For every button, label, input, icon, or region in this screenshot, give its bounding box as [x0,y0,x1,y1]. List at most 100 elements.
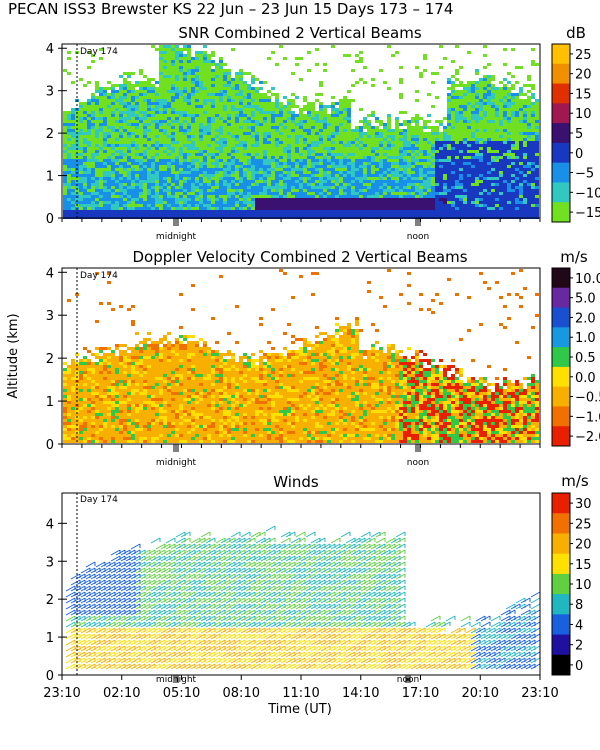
colorbar-swatch [552,287,570,309]
colorbar-label: 5.0 [575,292,596,307]
winds-barb-field [65,525,541,670]
colorbar-label: 2.0 [575,311,596,326]
colorbar-swatch [552,366,570,388]
y-tick-label: 1 [46,631,54,646]
colorbar-label: 10.0 [575,272,600,287]
y-tick-label: 4 [46,266,54,281]
colorbar-label: 0 [575,659,583,674]
colorbar-label: 1.0 [575,331,596,346]
winds-y-axis: 0 1 2 3 4 [46,517,67,684]
y-tick-label: 3 [46,85,54,100]
colorbar-swatch [552,307,570,328]
colorbar-swatch [552,406,570,427]
colorbar-label: 0.0 [575,371,596,386]
colorbar-label: −5 [575,167,594,182]
snr-title: SNR Combined 2 Vertical Beams [178,24,421,42]
x-tick-label: 17:10 [402,686,439,701]
y-tick-label: 0 [46,669,54,684]
time-axis-label: Time (UT) [267,702,332,717]
colorbar-label: 15 [575,87,592,102]
snr-midnight-label: midnight [156,232,197,242]
colorbar-swatch [552,347,570,368]
x-tick-label: 11:10 [282,686,319,701]
colorbar-label: 5 [575,127,583,142]
snr-colorbar-unit: dB [566,24,586,42]
colorbar-swatch [552,103,570,124]
colorbar-swatch [552,634,570,656]
colorbar-swatch [552,63,570,85]
x-tick-label: 08:10 [223,686,260,701]
x-tick-label: 14:10 [342,686,379,701]
colorbar-swatch [552,493,570,514]
colorbar-swatch [552,162,570,183]
winds-x-axis: 23:10 02:10 05:10 08:10 11:10 14:10 17:10 20:10… [43,675,559,701]
x-tick-label: 05:10 [163,686,200,701]
figure-title: PECAN ISS3 Brewster KS 22 Jun – 23 Jun 1… [8,0,453,18]
colorbar-swatch [552,268,570,289]
colorbar-swatch [552,202,570,223]
colorbar-label: −1.0 [575,410,600,425]
altitude-axis-label: Altitude (km) [6,313,21,398]
snr-x-axis [61,218,541,226]
y-tick-label: 4 [46,517,54,532]
colorbar-swatch [552,327,570,348]
doppler-day-label: Day 174 [80,271,118,281]
x-tick-label: 02:10 [103,686,140,701]
snr-panel: SNR Combined 2 Vertical Beams Day 174 0 1… [46,24,600,242]
colorbar-label: 10 [575,107,592,122]
colorbar-label: −15 [575,206,600,221]
winds-noon-label: noon [397,675,419,685]
colorbar-swatch [552,386,570,407]
colorbar-swatch [552,614,570,636]
x-tick-label: 23:10 [521,686,558,701]
colorbar-swatch [552,533,570,555]
colorbar-swatch [552,83,570,104]
colorbar-swatch [552,654,570,676]
snr-heatmap-field [63,45,539,219]
y-tick-label: 2 [46,352,54,367]
snr-colorbar: 25 20 15 10 5 0 −5 −10 −15 [551,43,600,223]
colorbar-label: 4 [575,618,583,633]
colorbar-label: 30 [575,497,592,512]
doppler-colorbar-unit: m/s [560,248,588,266]
y-tick-label: 1 [46,170,54,185]
colorbar-label: 20 [575,68,592,83]
colorbar-swatch [552,553,570,575]
y-tick-label: 4 [46,42,54,57]
winds-panel: Winds Day 174 0 1 2 3 4 23:10 02:10 05:10 08:10… [43,472,591,717]
x-tick-label: 20:10 [462,686,499,701]
doppler-x-axis [61,444,541,452]
y-tick-label: 0 [46,438,54,453]
colorbar-label: −10 [575,186,600,201]
y-tick-label: 2 [46,127,54,142]
doppler-midnight-label: midnight [156,458,197,468]
winds-colorbar-unit: m/s [561,472,589,490]
colorbar-swatch [552,513,570,534]
colorbar-swatch [552,182,570,203]
doppler-y-axis: 0 1 2 3 4 [46,266,67,453]
colorbar-swatch [552,594,570,615]
doppler-title: Doppler Velocity Combined 2 Vertical Bea… [132,248,467,266]
y-tick-label: 0 [46,212,54,227]
y-tick-label: 3 [46,309,54,324]
colorbar-label: 2 [575,639,583,654]
colorbar-label: 0.5 [575,351,596,366]
colorbar-swatch [552,426,570,447]
colorbar-label: 20 [575,538,592,553]
colorbar-label: 25 [575,48,592,63]
y-tick-label: 2 [46,593,54,608]
colorbar-swatch [552,142,570,164]
colorbar-label: 25 [575,517,592,532]
colorbar-label: 0 [575,147,583,162]
doppler-colorbar: 10.0 5.0 2.0 1.0 0.5 0.0 −0.5 −1.0 −2.0 [551,267,600,447]
colorbar-swatch [552,123,570,144]
x-tick-label: 23:10 [43,686,80,701]
colorbar-swatch [552,573,570,595]
colorbar-label: −2.0 [575,430,600,445]
colorbar-label: 10 [575,578,592,593]
colorbar-swatch [552,44,570,65]
snr-day-label: Day 174 [80,47,118,57]
snr-noon-label: noon [407,232,429,242]
